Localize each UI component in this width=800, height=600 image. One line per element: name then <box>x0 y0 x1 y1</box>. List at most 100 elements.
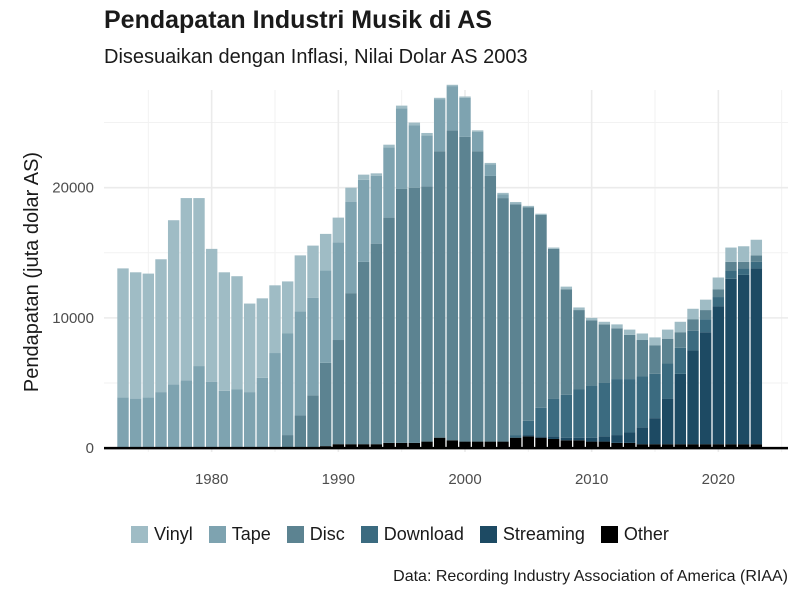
bar-streaming-2013 <box>623 432 636 443</box>
bar-vinyl-2010 <box>585 317 598 321</box>
chart-subtitle: Disesuaikan dengan Inflasi, Nilai Dolar … <box>104 46 528 68</box>
legend-item-other: Other <box>600 524 669 545</box>
bar-other-2011 <box>598 441 611 449</box>
legend-item-tape: Tape <box>208 524 271 545</box>
bar-tape-1993 <box>370 175 383 244</box>
x-tick-label: 1980 <box>195 471 228 488</box>
legend-swatch <box>208 526 226 543</box>
bar-vinyl-1992 <box>357 174 370 180</box>
bar-streaming-2017 <box>674 373 687 445</box>
bar-vinyl-2018 <box>687 308 699 320</box>
bar-streaming-2016 <box>661 398 674 445</box>
bar-disc-1991 <box>345 293 357 445</box>
bar-tape-1986 <box>281 333 294 436</box>
bar-streaming-2020 <box>712 306 725 445</box>
bar-download-2011 <box>598 382 611 437</box>
bar-tape-1988 <box>307 297 319 396</box>
legend-item-streaming: Streaming <box>479 524 585 545</box>
bar-vinyl-1973 <box>117 268 129 398</box>
bar-vinyl-1979 <box>193 198 205 367</box>
bar-vinyl-1990 <box>332 217 345 243</box>
bar-disc-2006 <box>535 215 547 408</box>
bar-tape-1991 <box>345 201 357 294</box>
bar-other-2012 <box>611 442 623 449</box>
x-tick-label: 1990 <box>322 471 355 488</box>
bar-other-1996 <box>408 442 421 449</box>
bar-disc-1987 <box>294 415 307 449</box>
bar-streaming-2007 <box>547 436 560 439</box>
legend-item-vinyl: Vinyl <box>131 524 193 545</box>
bar-tape-2000 <box>459 97 471 137</box>
bar-vinyl-2000 <box>459 96 471 98</box>
bar-download-2005 <box>522 420 535 436</box>
bar-other-2007 <box>547 438 560 449</box>
legend-swatch <box>131 526 149 543</box>
bar-streaming-2009 <box>573 437 585 441</box>
bar-other-1995 <box>395 442 408 449</box>
bar-other-2005 <box>522 436 535 449</box>
y-tick-label: 20000 <box>52 180 94 197</box>
legend-label: Streaming <box>502 524 585 544</box>
bar-download-2006 <box>535 407 547 437</box>
bar-vinyl-1996 <box>408 122 421 126</box>
bar-download-2013 <box>623 379 636 433</box>
bar-streaming-2015 <box>649 418 661 445</box>
bar-vinyl-1983 <box>243 303 256 393</box>
bar-other-1991 <box>345 444 357 449</box>
bar-disc-2000 <box>459 136 471 442</box>
bar-streaming-2012 <box>611 435 623 443</box>
legend-label: Tape <box>231 524 271 544</box>
bar-download-2021 <box>725 271 737 279</box>
bar-tape-1977 <box>167 384 180 449</box>
bar-tape-1980 <box>205 381 218 449</box>
bar-tape-1996 <box>408 125 421 188</box>
bar-other-2020 <box>712 444 725 449</box>
bar-other-1999 <box>446 440 459 449</box>
bar-disc-1996 <box>408 187 421 443</box>
bar-vinyl-2006 <box>535 213 547 216</box>
bar-vinyl-2017 <box>674 321 687 333</box>
bar-disc-1993 <box>370 243 383 445</box>
bar-disc-2007 <box>547 248 560 399</box>
bar-vinyl-2002 <box>484 162 497 165</box>
bar-streaming-2014 <box>636 427 649 445</box>
y-tick-label: 0 <box>86 440 94 457</box>
bar-vinyl-2013 <box>623 329 636 335</box>
bar-streaming-2023 <box>750 268 763 445</box>
data-source-caption: Data: Recording Industry Association of … <box>393 568 788 585</box>
bar-vinyl-1993 <box>370 173 383 176</box>
chart-title: Pendapatan Industri Musik di AS <box>104 6 493 34</box>
bar-disc-2013 <box>623 334 636 380</box>
bar-tape-1979 <box>193 366 205 449</box>
x-tick-label: 2000 <box>448 471 481 488</box>
legend: Vinyl Tape Disc Download Streaming Other <box>0 524 800 545</box>
bar-disc-2010 <box>585 320 598 386</box>
bar-vinyl-1986 <box>281 281 294 334</box>
bar-other-1993 <box>370 444 383 449</box>
bar-disc-1988 <box>307 395 319 448</box>
bar-tape-1974 <box>129 398 142 449</box>
bar-vinyl-2014 <box>636 333 649 341</box>
bar-tape-2003 <box>497 194 509 199</box>
bar-tape-1984 <box>256 377 269 449</box>
bar-streaming-2006 <box>535 436 547 438</box>
bar-download-2007 <box>547 398 560 437</box>
bar-disc-2021 <box>725 261 737 271</box>
bar-tape-1978 <box>180 380 193 449</box>
bar-vinyl-1976 <box>155 259 167 393</box>
bar-disc-2011 <box>598 324 611 383</box>
bar-vinyl-2003 <box>497 192 509 195</box>
bar-download-2012 <box>611 379 623 436</box>
bar-other-1992 <box>357 444 370 449</box>
bar-disc-1999 <box>446 130 459 441</box>
legend-label: Vinyl <box>154 524 193 544</box>
bar-disc-2022 <box>737 261 750 269</box>
legend-swatch <box>286 526 304 543</box>
bar-vinyl-1999 <box>446 84 459 87</box>
bar-disc-2004 <box>509 204 522 436</box>
bar-other-2013 <box>623 442 636 449</box>
bar-download-2020 <box>712 297 725 307</box>
bar-streaming-2008 <box>560 437 573 441</box>
bar-download-2018 <box>687 330 699 351</box>
